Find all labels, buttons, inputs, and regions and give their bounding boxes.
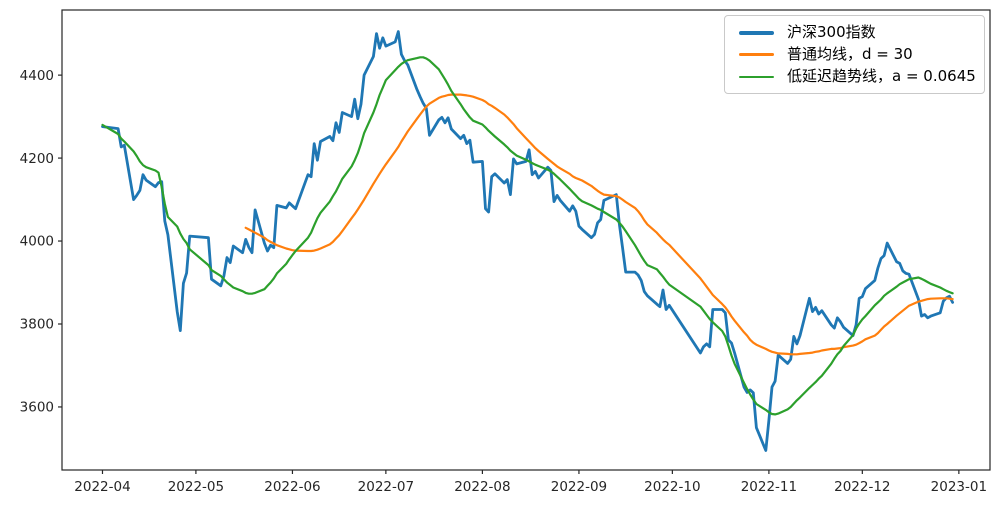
legend-line-swatch-blue — [739, 30, 774, 35]
x-tick-label: 2022-04 — [74, 479, 130, 495]
y-tick-label: 4000 — [20, 234, 54, 250]
legend-label-low-delay-trendline: 低延迟趋势线，a = 0.0645 — [787, 67, 976, 85]
x-tick-label: 2022-07 — [358, 479, 414, 495]
x-tick-label: 2022-11 — [741, 479, 797, 495]
x-tick-label: 2023-01 — [931, 479, 987, 495]
x-tick-label: 2022-09 — [551, 479, 607, 495]
legend-item-low-delay-trendline: 低延迟趋势线，a = 0.0645 — [733, 69, 976, 84]
x-tick-label: 2022-08 — [454, 479, 510, 495]
y-tick-label: 4400 — [20, 68, 54, 84]
legend-item-moving-average: 普通均线，d = 30 — [733, 47, 976, 62]
legend-label-moving-average: 普通均线，d = 30 — [787, 45, 913, 63]
legend-item-csi300-index: 沪深300指数 — [733, 25, 976, 40]
x-tick-label: 2022-12 — [834, 479, 890, 495]
series-line-2 — [101, 56, 954, 416]
legend-line-swatch-orange — [739, 53, 774, 56]
legend-label-csi300-index: 沪深300指数 — [787, 23, 876, 41]
y-tick-label: 3800 — [20, 317, 54, 333]
y-tick-label: 3600 — [20, 400, 54, 416]
x-tick-label: 2022-06 — [264, 479, 320, 495]
plot-area-border — [61, 9, 991, 471]
legend-line-swatch-green — [739, 75, 774, 78]
x-tick-label: 2022-10 — [644, 479, 700, 495]
legend: 沪深300指数 普通均线，d = 30 低延迟趋势线，a = 0.0645 — [724, 15, 985, 94]
x-tick-label: 2022-05 — [168, 479, 224, 495]
y-tick-label: 4200 — [20, 151, 54, 167]
series-line-1 — [244, 93, 954, 356]
